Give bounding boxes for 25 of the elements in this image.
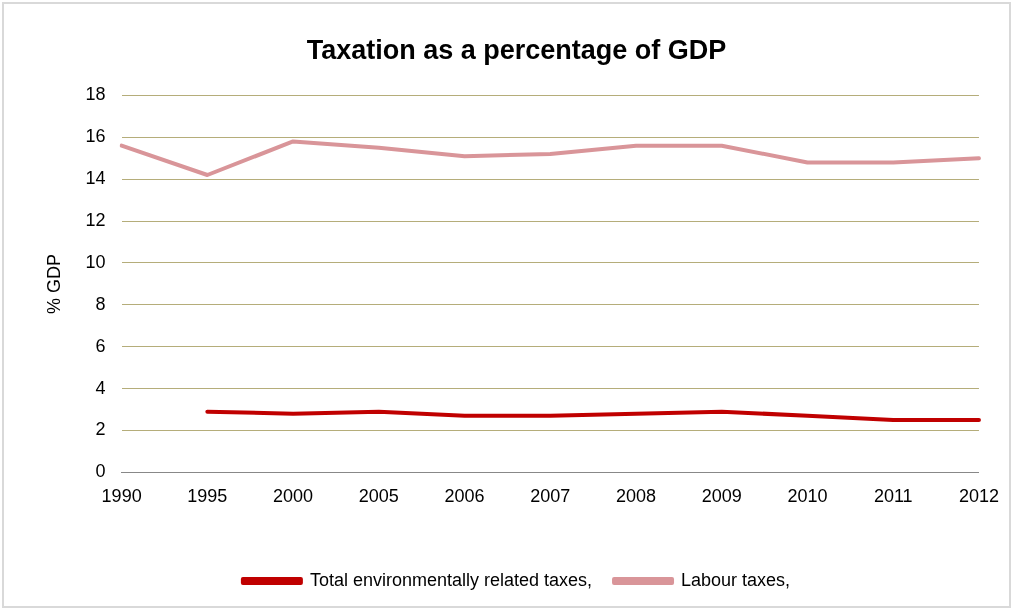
y-tick-label: 10 [85, 251, 106, 272]
x-tick-label: 2005 [358, 486, 399, 507]
x-tick-label: 1990 [101, 486, 142, 507]
y-tick-label: 4 [95, 377, 106, 398]
legend-label: Total environmentally related taxes, [309, 569, 593, 590]
x-tick-label: 2000 [273, 486, 314, 507]
y-tick-label: 16 [85, 126, 106, 147]
x-tick-label: 2012 [958, 486, 999, 507]
x-tick-label: 1995 [187, 486, 228, 507]
x-tick-label: 2007 [530, 486, 571, 507]
y-tick-label: 0 [95, 461, 106, 482]
y-tick-label: 6 [95, 335, 106, 356]
x-tick-label: 2006 [444, 486, 485, 507]
y-axis-title: % GDP [43, 253, 64, 314]
y-tick-label: 2 [95, 419, 106, 440]
chart-title: Taxation as a percentage of GDP [306, 34, 727, 65]
y-tick-label: 8 [95, 293, 106, 314]
x-tick-label: 2009 [701, 486, 742, 507]
y-tick-label: 12 [85, 210, 106, 231]
y-tick-label: 14 [85, 168, 106, 189]
x-tick-label: 2008 [616, 486, 657, 507]
y-tick-label: 18 [85, 84, 106, 105]
x-tick-label: 2011 [873, 486, 913, 507]
x-tick-label: 2010 [787, 486, 828, 507]
legend-label: Labour taxes, [681, 569, 791, 590]
